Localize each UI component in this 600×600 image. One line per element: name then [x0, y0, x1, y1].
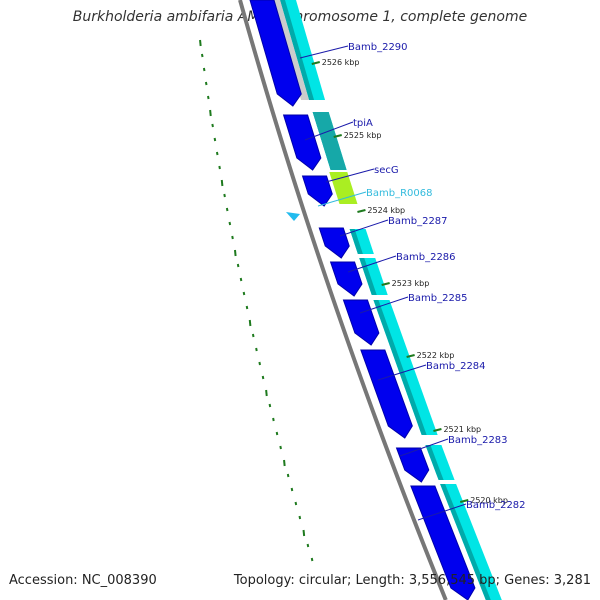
minor-tick-mark [236, 263, 240, 268]
cds-arrow [410, 485, 476, 600]
minor-tick-mark [265, 389, 268, 397]
gene-label[interactable]: Bamb_2287 [388, 216, 448, 227]
orf-band-edge [349, 229, 363, 254]
minor-tick-mark [251, 333, 255, 338]
minor-tick-mark [258, 361, 261, 366]
gene-leader-line [399, 438, 449, 457]
gene-label[interactable]: Bamb_2290 [348, 42, 408, 53]
major-tick-mark [433, 428, 442, 432]
minor-tick-mark [223, 193, 226, 198]
minor-tick-mark [220, 179, 224, 187]
rna-feature [286, 212, 300, 221]
minor-tick-mark [239, 277, 243, 282]
gene-leader-line [325, 168, 375, 183]
gene-leader-line [304, 121, 354, 141]
tick-label: 2525 kbp [344, 131, 382, 140]
gene-label[interactable]: tpiA [353, 118, 373, 129]
topology-text: Topology: circular; Length: 3,556,545 bp… [233, 573, 591, 588]
minor-tick-mark [290, 487, 294, 492]
gene-label[interactable]: Bamb_2285 [408, 293, 468, 304]
gene-leader-line [317, 191, 367, 207]
major-tick-mark [311, 61, 321, 65]
tick-label: 2523 kbp [392, 279, 430, 288]
minor-tick-mark [213, 137, 217, 142]
minor-tick-mark [248, 319, 252, 327]
minor-tick-mark [255, 347, 258, 352]
gene-label[interactable]: secG [374, 165, 399, 176]
minor-tick-mark [268, 403, 272, 408]
minor-tick-mark [204, 81, 208, 86]
minor-tick-mark [272, 417, 275, 422]
cds-arrow [249, 0, 302, 107]
minor-tick-mark [225, 207, 229, 212]
cds-arrow [301, 175, 333, 207]
minor-tick-mark [302, 529, 306, 537]
orf-band-edge [373, 300, 427, 435]
minor-tick-mark [294, 501, 298, 506]
gene-leader-line [377, 364, 427, 381]
orf-band-edge [280, 0, 315, 100]
gene-leader-line [417, 503, 467, 521]
minor-tick-mark [199, 39, 202, 47]
minor-tick-mark [306, 543, 310, 548]
tick-label: 2526 kbp [322, 58, 360, 67]
cds-arrow [395, 447, 430, 483]
orf-band-edge [440, 484, 491, 600]
minor-tick-mark [286, 473, 290, 478]
gene-label[interactable]: Bamb_2284 [426, 361, 486, 372]
gene-label[interactable]: Bamb_R0068 [366, 188, 432, 199]
backbone-line [238, 0, 448, 600]
gene-leader-line [359, 296, 409, 314]
cds-arrow [282, 114, 322, 171]
major-tick-mark [406, 354, 415, 358]
minor-tick-mark [234, 249, 237, 257]
minor-tick-mark [209, 109, 212, 117]
minor-tick-mark [245, 305, 249, 310]
minor-tick-mark [207, 95, 210, 100]
tick-label: 2524 kbp [367, 206, 405, 215]
minor-tick-mark [283, 459, 286, 467]
orf-band-tpiA [312, 112, 347, 170]
major-tick-mark [381, 282, 390, 286]
tick-label: 2521 kbp [443, 425, 481, 434]
minor-tick-mark [231, 235, 234, 240]
minor-tick-mark [261, 375, 265, 380]
minor-tick-mark [228, 221, 232, 226]
gene-label[interactable]: Bamb_2286 [396, 252, 456, 263]
minor-tick-mark [298, 515, 302, 520]
minor-tick-mark [215, 151, 219, 156]
secg-band [329, 172, 358, 204]
tick-label: 2522 kbp [417, 351, 455, 360]
gene-label[interactable]: Bamb_2282 [466, 500, 526, 511]
cds-arrow [360, 349, 413, 439]
minor-tick-mark [242, 291, 246, 296]
minor-tick-mark [275, 431, 279, 436]
tick-label: 2520 kbp [470, 496, 508, 505]
orf-band-edge [425, 445, 444, 480]
cds-arrow [342, 299, 380, 346]
minor-tick-mark [218, 165, 221, 170]
minor-tick-mark [211, 123, 214, 128]
minor-tick-mark [310, 557, 314, 562]
accession-text: Accession: NC_008390 [9, 573, 157, 588]
gene-leader-line [339, 219, 389, 237]
cds-arrow [318, 227, 350, 259]
major-tick-mark [460, 499, 469, 503]
minor-tick-mark [200, 53, 204, 58]
minor-tick-mark [279, 445, 282, 450]
cds-arrow [329, 261, 363, 297]
major-tick-mark [357, 209, 366, 213]
gene-label[interactable]: Bamb_2283 [448, 435, 508, 446]
gene-leader-line [347, 255, 397, 273]
minor-tick-mark [202, 67, 206, 72]
gene-leader-line [299, 45, 349, 59]
major-tick-mark [333, 134, 342, 138]
